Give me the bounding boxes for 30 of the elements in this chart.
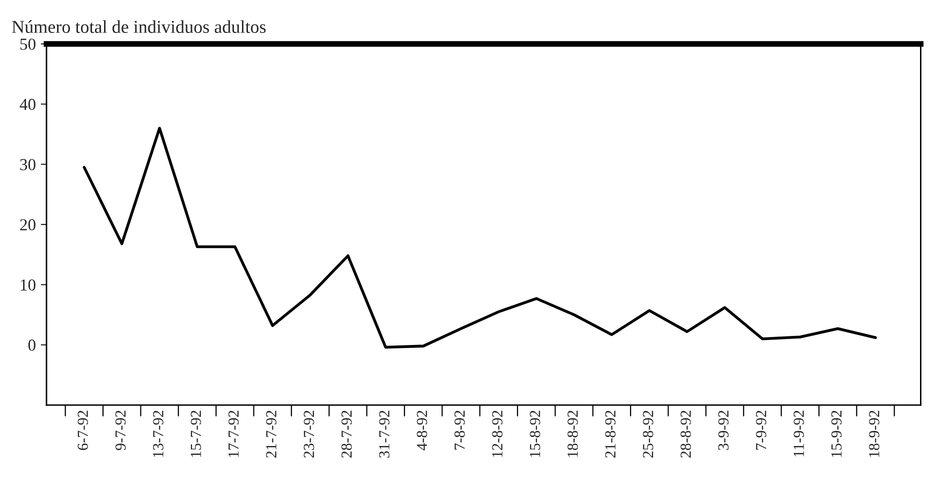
x-tick-label: 28-8-92 <box>680 410 691 458</box>
line-series <box>82 126 877 349</box>
y-axis-title: Número total de individuos adultos <box>12 20 266 33</box>
y-tick-label: 50 <box>20 38 36 50</box>
x-tick-label: 9-7-92 <box>115 410 126 450</box>
y-tick-label: 10 <box>20 279 36 291</box>
x-tick-label: 15-7-92 <box>190 410 202 457</box>
x-tick-label: 28-7-92 <box>341 410 352 458</box>
x-tick-label: 23-7-92 <box>304 410 314 458</box>
x-tick-label: 18-9-92 <box>868 410 880 457</box>
x-tick-label: 11-9-92 <box>794 410 804 456</box>
x-tick-label: 21-7-92 <box>266 410 276 458</box>
x-tick-label: 15-9-92 <box>831 410 842 457</box>
x-tick-label: 7-9-92 <box>756 410 766 450</box>
x-tick-label: 6-7-92 <box>78 410 88 450</box>
x-tick-label: 4-8-92 <box>416 410 428 450</box>
x-tick-label: 25-8-92 <box>642 410 654 458</box>
x-tick-label: 31-7-92 <box>379 410 390 458</box>
x-tick-label: 3-9-92 <box>718 410 729 450</box>
x-tick-label: 17-7-92 <box>228 410 239 457</box>
x-tick-label: 7-8-92 <box>454 410 465 450</box>
x-tick-label: 13-7-92 <box>153 410 164 457</box>
x-tick-label: 15-8-92 <box>530 410 540 457</box>
y-tick-label: 0 <box>28 340 36 351</box>
x-tick-label: 18-8-92 <box>568 410 578 457</box>
y-tick-label: 20 <box>20 219 36 230</box>
x-tick-label: 21-8-92 <box>605 410 616 458</box>
y-tick-label: 30 <box>20 158 36 170</box>
x-tick-label: 12-8-92 <box>492 410 502 457</box>
y-tick-label: 40 <box>20 98 36 110</box>
